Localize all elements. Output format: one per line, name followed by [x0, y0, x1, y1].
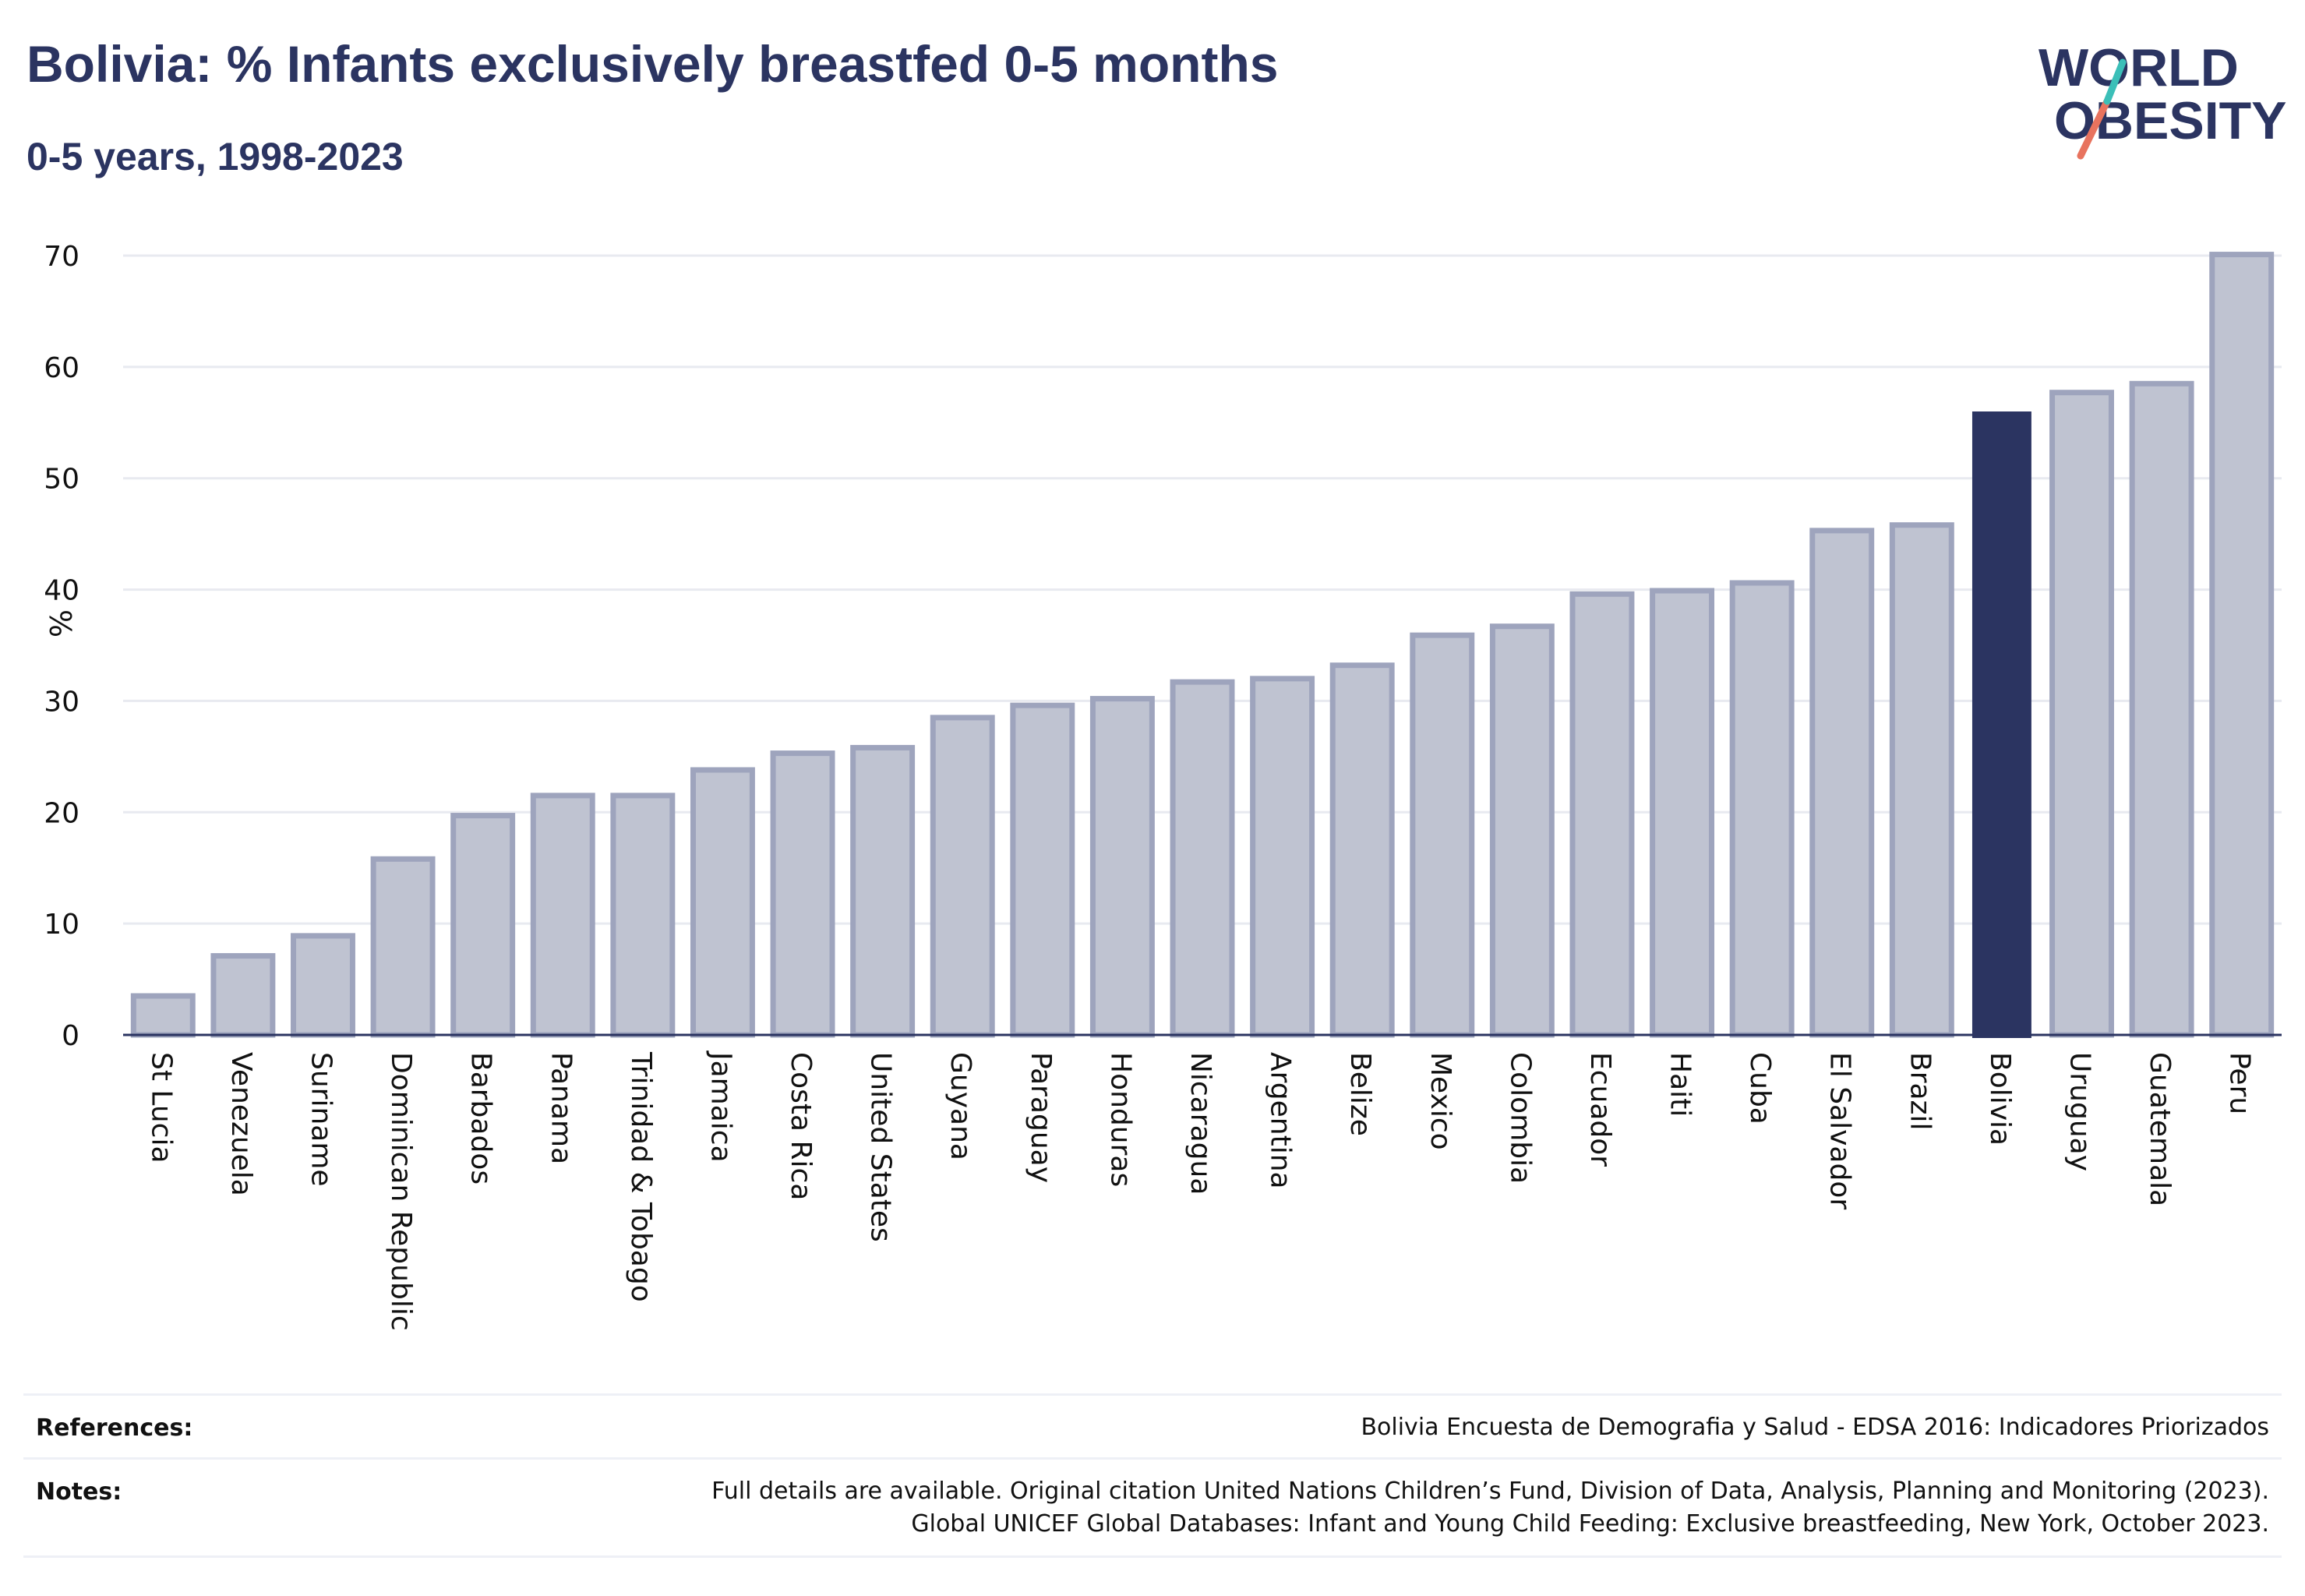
bar-jamaica [690, 767, 755, 1038]
x-tick-label: Honduras [1104, 1052, 1136, 1187]
bar-argentina [1250, 676, 1315, 1038]
svg-text:WORLD: WORLD [2038, 38, 2239, 97]
y-tick-label: 40 [44, 575, 79, 607]
y-axis-ticks: 0 10 20 30 40 50 60 70 [44, 241, 79, 1052]
x-tick-label: United States [865, 1052, 897, 1242]
x-tick-label: Guyana [944, 1052, 976, 1160]
x-tick-label: St Lucia [145, 1052, 177, 1163]
x-tick-label: Suriname [305, 1052, 337, 1187]
x-tick-label: Venezuela [225, 1052, 257, 1196]
bar-paraguay [1010, 702, 1075, 1038]
y-tick-label: 50 [44, 464, 79, 496]
bar-united-states [850, 744, 916, 1038]
bar-dominican-republic [370, 856, 436, 1038]
notes-row: Notes: Full details are available. Origi… [23, 1457, 2282, 1558]
bar-st-lucia [130, 993, 196, 1038]
bar-cuba [1729, 580, 1795, 1038]
x-tick-label: Costa Rica [785, 1052, 817, 1200]
notes-line-2: Global UNICEF Global Databases: Infant a… [911, 1510, 2269, 1538]
bar-guyana [930, 715, 995, 1038]
bar-guatemala [2129, 380, 2194, 1038]
x-tick-label: Haiti [1664, 1052, 1696, 1117]
bar-venezuela [210, 953, 276, 1038]
references-label: References: [36, 1414, 193, 1442]
bar-chart: 0 10 20 30 40 50 60 70 % St Lucia Venezuela Surin… [43, 241, 2282, 1331]
bar-mexico [1410, 632, 1475, 1038]
bar-haiti [1650, 588, 1715, 1038]
bar-panama [530, 793, 595, 1038]
x-tick-label: Guatemala [2144, 1052, 2176, 1206]
y-tick-label: 30 [44, 686, 79, 718]
page-subtitle: 0-5 years, 1998-2023 [26, 135, 404, 178]
y-tick-label: 70 [44, 241, 79, 273]
x-tick-label: Bolivia [1984, 1052, 2016, 1146]
bar-trinidad-tobago [610, 793, 676, 1038]
bar-honduras [1089, 696, 1155, 1038]
bar-brazil [1889, 522, 1954, 1038]
bar-peru [2209, 252, 2275, 1038]
bar-ecuador [1569, 591, 1635, 1038]
x-tick-label: Trinidad & Tobago [625, 1051, 657, 1302]
x-tick-label: Paraguay [1025, 1052, 1057, 1183]
bar-colombia [1489, 623, 1555, 1038]
y-tick-label: 0 [62, 1020, 79, 1052]
x-tick-label: Dominican Republic [385, 1052, 417, 1331]
x-tick-label: Colombia [1504, 1052, 1536, 1184]
x-tick-label: Uruguay [2064, 1052, 2096, 1171]
x-tick-label: Belize [1344, 1052, 1376, 1136]
x-tick-label: Brazil [1904, 1052, 1936, 1130]
y-tick-label: 20 [44, 797, 79, 829]
bar-costa-rica [770, 750, 835, 1038]
world-obesity-logo: WORLD OBESITY [2038, 38, 2287, 160]
y-axis-label: % [43, 609, 77, 637]
notes-line-1: Full details are available. Original cit… [711, 1478, 2269, 1505]
bar-barbados [450, 813, 516, 1038]
y-tick-label: 10 [44, 909, 79, 941]
bars [130, 252, 2275, 1038]
x-axis-ticks: St Lucia Venezuela Suriname Dominican Repub… [145, 1050, 2255, 1331]
bar-bolivia [1971, 411, 2031, 1038]
x-tick-label: Panama [545, 1052, 577, 1164]
x-tick-label: Cuba [1744, 1052, 1776, 1125]
x-tick-label: Mexico [1424, 1052, 1456, 1150]
bar-el-salvador [1809, 528, 1875, 1038]
x-tick-label: Nicaragua [1184, 1052, 1216, 1195]
bar-uruguay [2049, 390, 2114, 1038]
notes-label: Notes: [36, 1478, 122, 1506]
x-tick-label: Jamaica [704, 1050, 736, 1163]
x-tick-label: Peru [2224, 1052, 2256, 1114]
x-tick-label: El Salvador [1824, 1052, 1856, 1209]
x-tick-label: Ecuador [1584, 1052, 1616, 1167]
svg-text:OBESITY: OBESITY [2054, 91, 2287, 150]
page-title: Bolivia: % Infants exclusively breastfed… [26, 35, 1279, 93]
references-row: References: Bolivia Encuesta de Demograf… [23, 1393, 2282, 1458]
y-tick-label: 60 [44, 352, 79, 384]
footer-bottom-rule [23, 1555, 2282, 1558]
references-text: Bolivia Encuesta de Demografia y Salud -… [1361, 1414, 2269, 1441]
x-tick-label: Barbados [465, 1052, 497, 1185]
bar-belize [1329, 662, 1395, 1038]
x-tick-label: Argentina [1265, 1052, 1297, 1189]
bar-suriname [291, 933, 355, 1038]
bar-nicaragua [1170, 679, 1235, 1038]
